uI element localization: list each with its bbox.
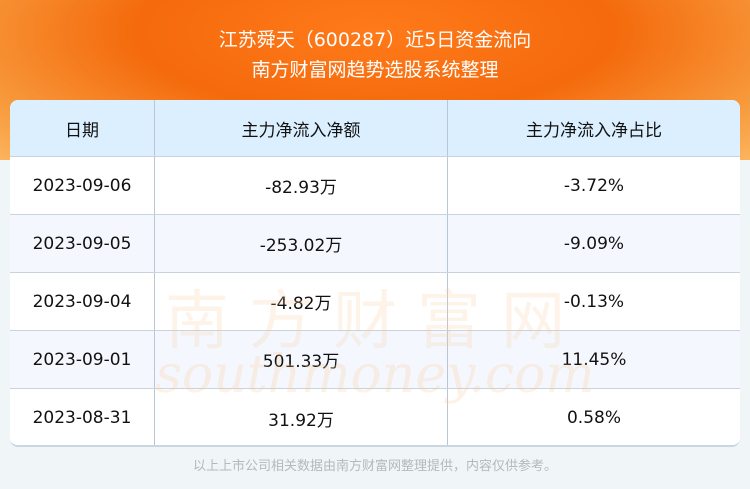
header-date: 日期 <box>10 100 155 156</box>
table-row: 2023-09-01 501.33万 11.45% <box>10 331 740 389</box>
table-header: 日期 主力净流入净额 主力净流入净占比 <box>10 100 740 157</box>
table-row: 2023-09-06 -82.93万 -3.72% <box>10 157 740 215</box>
cell-date: 2023-09-05 <box>10 215 155 272</box>
header-net-inflow: 主力净流入净额 <box>155 100 448 156</box>
cell-date: 2023-09-01 <box>10 331 155 388</box>
page-subtitle: 南方财富网趋势选股系统整理 <box>251 59 499 81</box>
cell-net-inflow: 501.33万 <box>155 331 448 388</box>
header-net-ratio: 主力净流入净占比 <box>526 120 662 141</box>
cell-net-ratio: 0.58% <box>566 408 621 428</box>
cell-net-inflow: -4.82万 <box>155 273 448 330</box>
cell-date: 2023-09-04 <box>10 273 155 330</box>
table-row: 2023-09-05 -253.02万 -9.09% <box>10 215 740 273</box>
cell-net-inflow: -82.93万 <box>155 157 448 214</box>
cell-net-ratio: -3.72% <box>563 175 625 196</box>
cell-date: 2023-08-31 <box>10 389 155 445</box>
footer-note: 以上上市公司相关数据由南方财富网整理提供，内容仅供参考。 <box>192 459 557 474</box>
cell-net-ratio: -0.13% <box>563 291 625 312</box>
cell-net-inflow: 31.92万 <box>155 389 448 445</box>
cell-date: 2023-09-06 <box>10 157 155 214</box>
page-title: 江苏舜天（600287）近5日资金流向 <box>218 29 532 51</box>
fund-flow-table: 日期 主力净流入净额 主力净流入净占比 2023-09-06 -82.93万 -… <box>10 100 740 447</box>
cell-net-ratio: 11.45% <box>561 349 627 370</box>
table-row: 2023-09-04 -4.82万 -0.13% <box>10 273 740 331</box>
cell-net-inflow: -253.02万 <box>155 215 448 272</box>
table-row: 2023-08-31 31.92万 0.58% <box>10 389 740 445</box>
cell-net-ratio: -9.09% <box>563 233 625 254</box>
